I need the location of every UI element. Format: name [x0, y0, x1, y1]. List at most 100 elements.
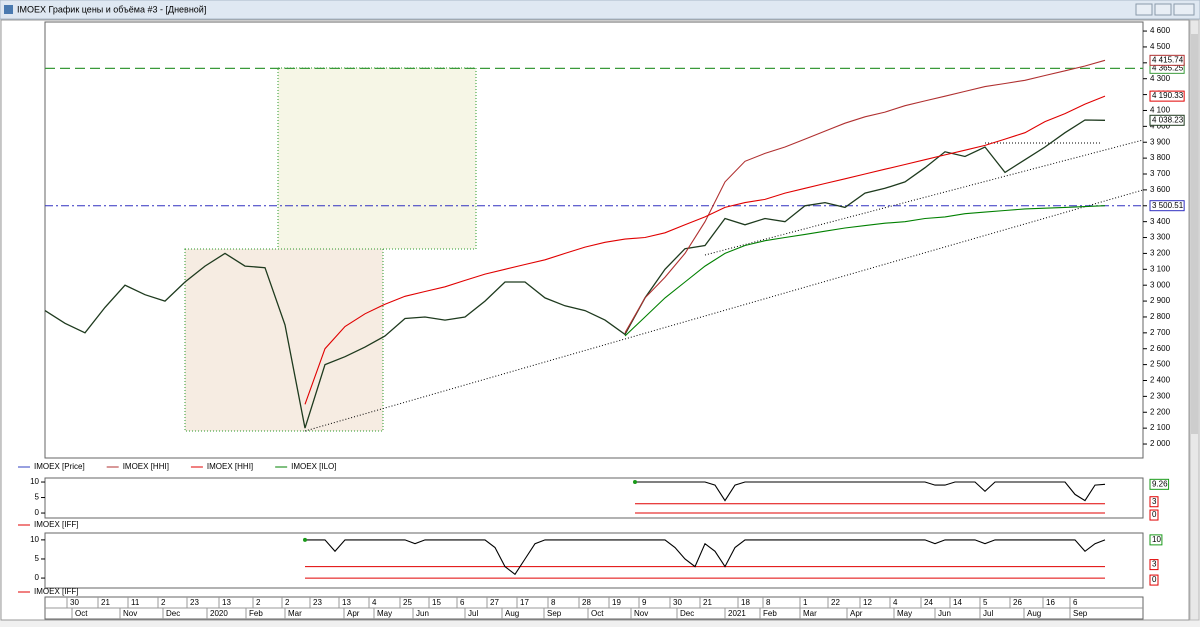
month-label: Feb — [763, 609, 777, 618]
day-label: 5 — [983, 598, 988, 607]
y-tick-label: 3 100 — [1150, 264, 1171, 273]
y-tick-label: 2 400 — [1150, 376, 1171, 385]
y-tick-label: 4 600 — [1150, 26, 1171, 35]
y-tick-label: 3 900 — [1150, 137, 1171, 146]
day-label: 27 — [490, 598, 499, 607]
legend-label: IMOEX [HHI] — [207, 462, 253, 471]
y-tick-label: 0 — [35, 573, 40, 582]
month-label: Dec — [680, 609, 694, 618]
legend-label: IMOEX [ILO] — [291, 462, 336, 471]
month-label: Oct — [591, 609, 604, 618]
day-label: 30 — [70, 598, 79, 607]
day-label: 25 — [403, 598, 412, 607]
day-label: 6 — [1073, 598, 1078, 607]
last-value-label-box — [1149, 534, 1163, 546]
level-label: 4 365.25 — [1152, 63, 1184, 72]
legend-label: IMOEX [Price] — [34, 462, 85, 471]
month-label: Mar — [288, 609, 302, 618]
series-line — [304, 95, 1106, 405]
day-label: 4 — [372, 598, 377, 607]
month-label: Apr — [850, 609, 863, 618]
y-tick-label: 0 — [35, 508, 40, 517]
day-label: 28 — [582, 598, 591, 607]
day-label: 1 — [803, 598, 808, 607]
month-label: Jun — [938, 609, 951, 618]
zone-box — [184, 248, 384, 432]
y-tick-label: 2 900 — [1150, 296, 1171, 305]
last-value-label-box — [1149, 478, 1170, 490]
last-value-label: 4 190.33 — [1152, 91, 1184, 100]
month-label: 2020 — [210, 609, 228, 618]
y-tick-label: 4 300 — [1150, 74, 1171, 83]
threshold-label: 0 — [1152, 510, 1157, 519]
y-tick-label: 3 800 — [1150, 153, 1171, 162]
app-icon — [4, 5, 13, 14]
y-tick-label: 3 000 — [1150, 280, 1171, 289]
start-dot — [633, 480, 637, 485]
y-tick-label: 3 400 — [1150, 217, 1171, 226]
month-label: Apr — [347, 609, 360, 618]
day-label: 14 — [953, 598, 962, 607]
y-tick-label: 2 700 — [1150, 328, 1171, 337]
trend-line — [704, 139, 1144, 256]
threshold-label-box — [1149, 496, 1159, 508]
day-label: 30 — [673, 598, 682, 607]
series-line — [624, 59, 1106, 334]
zone-box — [277, 67, 477, 250]
month-label: Jul — [468, 609, 478, 618]
y-tick-label: 3 200 — [1150, 249, 1171, 258]
day-label: 16 — [1046, 598, 1055, 607]
threshold-label: 0 — [1152, 575, 1157, 584]
threshold-label-box — [1149, 559, 1159, 571]
start-dot — [303, 537, 307, 542]
day-label: 9 — [642, 598, 647, 607]
y-tick-label: 10 — [30, 477, 39, 486]
month-label: May — [377, 609, 392, 618]
month-label: Oct — [75, 609, 88, 618]
y-tick-label: 2 300 — [1150, 391, 1171, 400]
y-tick-label: 5 — [35, 493, 40, 502]
maximize-button[interactable] — [1154, 3, 1172, 16]
y-tick-label: 4 100 — [1150, 106, 1171, 115]
day-label: 2 — [285, 598, 290, 607]
month-label: Nov — [123, 609, 137, 618]
y-tick-label: 3 700 — [1150, 169, 1171, 178]
y-tick-label: 2 500 — [1150, 360, 1171, 369]
month-label: Feb — [249, 609, 263, 618]
day-label: 15 — [432, 598, 441, 607]
trend-line — [304, 189, 1144, 432]
last-value-label: 4 415.74 — [1152, 55, 1184, 64]
day-label: 21 — [101, 598, 110, 607]
threshold-label: 3 — [1152, 560, 1157, 569]
window-title: IMOEX График цены и объёма #3 - [Дневной… — [17, 4, 206, 14]
y-tick-label: 2 600 — [1150, 344, 1171, 353]
minimize-button[interactable] — [1135, 3, 1153, 16]
legend-label: IMOEX [HHI] — [123, 462, 169, 471]
close-button[interactable] — [1173, 3, 1195, 16]
day-label: 24 — [924, 598, 933, 607]
day-label: 23 — [313, 598, 322, 607]
y-tick-label: 2 000 — [1150, 439, 1171, 448]
title-bar — [0, 0, 1200, 20]
day-label: 8 — [551, 598, 556, 607]
month-label: May — [897, 609, 912, 618]
day-label: 19 — [612, 598, 621, 607]
level-label-box — [1149, 200, 1185, 212]
last-value-label: 4 038.23 — [1152, 115, 1184, 124]
level-label: 3 500.51 — [1152, 201, 1184, 210]
series-line — [305, 539, 1106, 576]
y-tick-label: 4 500 — [1150, 42, 1171, 51]
threshold-label: 3 — [1152, 497, 1157, 506]
y-tick-label: 2 800 — [1150, 312, 1171, 321]
month-label: Jul — [983, 609, 993, 618]
day-label: 4 — [893, 598, 898, 607]
series-line — [44, 119, 1106, 429]
day-label: 11 — [131, 598, 140, 607]
day-label: 12 — [863, 598, 872, 607]
series-line — [624, 205, 1106, 337]
last-value-label-box — [1149, 90, 1185, 102]
scroll-thumb[interactable] — [1191, 34, 1198, 434]
month-label: Sep — [1073, 609, 1088, 618]
indicator-plot — [44, 477, 1144, 519]
